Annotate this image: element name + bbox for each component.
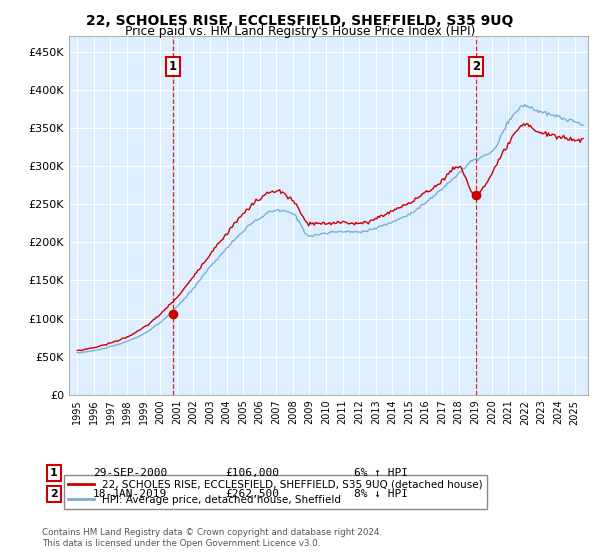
Text: Price paid vs. HM Land Registry's House Price Index (HPI): Price paid vs. HM Land Registry's House …: [125, 25, 475, 38]
Text: 18-JAN-2019: 18-JAN-2019: [93, 489, 167, 499]
Text: 1: 1: [169, 60, 176, 73]
Text: 2: 2: [472, 60, 480, 73]
Text: Contains HM Land Registry data © Crown copyright and database right 2024.
This d: Contains HM Land Registry data © Crown c…: [42, 528, 382, 548]
Legend: 22, SCHOLES RISE, ECCLESFIELD, SHEFFIELD, S35 9UQ (detached house), HPI: Average: 22, SCHOLES RISE, ECCLESFIELD, SHEFFIELD…: [64, 475, 487, 509]
Text: 22, SCHOLES RISE, ECCLESFIELD, SHEFFIELD, S35 9UQ: 22, SCHOLES RISE, ECCLESFIELD, SHEFFIELD…: [86, 14, 514, 28]
Text: 2: 2: [50, 489, 58, 499]
Text: £106,000: £106,000: [225, 468, 279, 478]
Text: 29-SEP-2000: 29-SEP-2000: [93, 468, 167, 478]
Text: 6% ↑ HPI: 6% ↑ HPI: [354, 468, 408, 478]
Text: 8% ↓ HPI: 8% ↓ HPI: [354, 489, 408, 499]
Text: 1: 1: [50, 468, 58, 478]
Text: £262,500: £262,500: [225, 489, 279, 499]
